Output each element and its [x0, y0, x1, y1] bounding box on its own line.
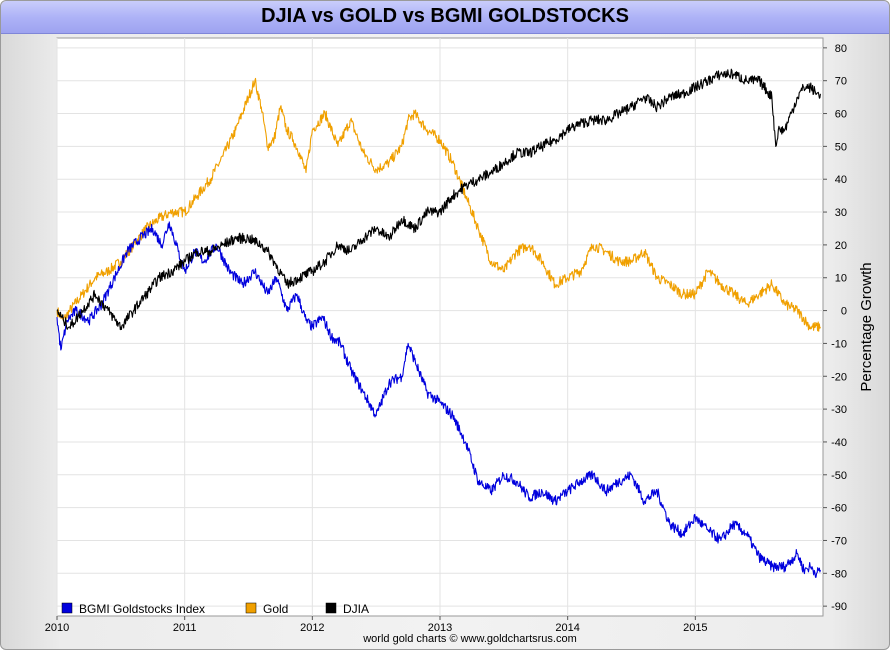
x-ticks: 2010 2011 2012 2013 2014 2015 [45, 616, 708, 634]
y-tick-label: -10 [831, 338, 847, 350]
y-tick-label: 10 [835, 273, 847, 285]
y-tick-label: -90 [831, 601, 847, 613]
series-line-gold [56, 77, 821, 332]
x-tick-label: 2013 [428, 622, 452, 634]
x-tick-label: 2011 [173, 622, 197, 634]
y-tick-label: -60 [831, 503, 847, 515]
y-tick-label: -80 [831, 568, 847, 580]
y-tick-label: 80 [835, 43, 847, 55]
legend-swatch [245, 602, 257, 614]
grid [56, 38, 823, 616]
y-tick-label: 50 [835, 141, 847, 153]
y-ticks: 80 70 60 50 40 30 20 10 0 -10 -20 -30 -40 -50 -60 -70 -8… [823, 43, 847, 613]
y-tick-label: -70 [831, 535, 847, 547]
legend-swatch [325, 602, 337, 614]
y-tick-label: -50 [831, 470, 847, 482]
y-tick-label: 40 [835, 174, 847, 186]
series-line-djia [56, 68, 821, 331]
x-tick-label: 2010 [45, 622, 69, 634]
x-tick-label: 2015 [683, 622, 707, 634]
legend: BGMI Goldstocks Index Gold DJIA [61, 602, 369, 616]
legend-label: DJIA [343, 602, 369, 616]
series-line-bgmi-goldstocks-index [56, 221, 821, 578]
y-tick-label: -20 [831, 371, 847, 383]
y-tick-label: 0 [841, 306, 847, 318]
footer-credit: world gold charts © www.goldchartsrus.co… [362, 633, 577, 645]
x-tick-label: 2014 [555, 622, 579, 634]
y-tick-label: 60 [835, 109, 847, 121]
chart-title: DJIA vs GOLD vs BGMI GOLDSTOCKS [261, 5, 629, 27]
x-tick-label: 2012 [300, 622, 324, 634]
y-axis-label: Percentage Growth [858, 262, 875, 391]
y-tick-label: -30 [831, 404, 847, 416]
y-tick-label: 70 [835, 76, 847, 88]
legend-label: BGMI Goldstocks Index [79, 602, 205, 616]
y-tick-label: -40 [831, 437, 847, 449]
legend-swatch [61, 602, 73, 614]
y-tick-label: 20 [835, 240, 847, 252]
title-bar: DJIA vs GOLD vs BGMI GOLDSTOCKS [1, 1, 889, 34]
y-tick-label: 30 [835, 207, 847, 219]
legend-label: Gold [263, 602, 288, 616]
series-layer [56, 68, 821, 578]
